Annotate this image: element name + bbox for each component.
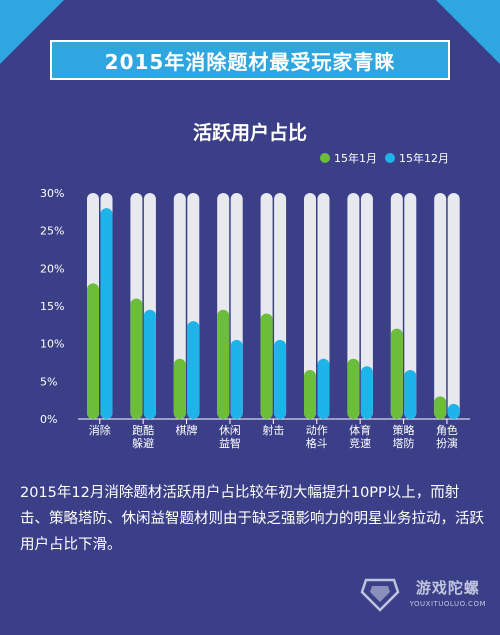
legend-label-series-2: 15年12月 xyxy=(399,152,449,165)
chart-title: 活跃用户占比 xyxy=(192,122,307,144)
bar xyxy=(317,358,330,419)
y-tick-label: 15% xyxy=(40,300,64,313)
bar xyxy=(217,309,230,419)
bar xyxy=(434,396,447,419)
bar xyxy=(304,370,316,419)
legend-item-series-1: 15年1月 xyxy=(320,150,377,166)
x-tick-label: 跑酷 xyxy=(132,423,154,437)
x-tick-label: 扮演 xyxy=(436,436,458,450)
gyroscope-logo-icon xyxy=(360,578,400,612)
y-tick-label: 0% xyxy=(40,413,57,426)
y-tick-label: 5% xyxy=(40,375,57,388)
bar xyxy=(274,339,287,419)
bar xyxy=(100,208,113,419)
bar xyxy=(404,370,417,419)
bar-track xyxy=(304,193,316,419)
x-tick-label: 动作 xyxy=(306,424,328,437)
x-tick-label: 塔防 xyxy=(393,436,415,450)
logo-text-cn: 游戏陀螺 xyxy=(415,578,480,597)
x-tick-label: 策略 xyxy=(393,423,415,437)
bar xyxy=(173,358,186,419)
legend-swatch-series-1 xyxy=(320,153,330,163)
bar xyxy=(347,358,360,419)
logo-text-en: YOUXITUOLUO.COM xyxy=(409,599,486,608)
bar xyxy=(390,328,403,419)
x-tick-label: 射击 xyxy=(262,423,284,437)
brand-logo: 游戏陀螺 YOUXITUOLUO.COM xyxy=(358,570,486,614)
bar xyxy=(447,403,460,419)
bar xyxy=(230,339,243,419)
y-tick-label: 25% xyxy=(40,225,64,238)
bar xyxy=(260,313,273,419)
x-tick-label: 棋牌 xyxy=(176,423,198,437)
y-tick-label: 30% xyxy=(40,187,64,200)
bar xyxy=(87,283,99,419)
x-tick-label: 角色 xyxy=(436,423,458,437)
x-tick-label: 格斗 xyxy=(306,436,328,450)
bar-track xyxy=(434,193,447,419)
description-text: 2015年12月消除题材活跃用户占比较年初大幅提升10PP以上，而射击、策略塔防… xyxy=(20,485,484,553)
y-tick-label: 10% xyxy=(40,338,64,351)
bar-track xyxy=(404,193,417,419)
x-tick-label: 休闲 xyxy=(219,423,241,437)
chart-legend: 15年1月 15年12月 xyxy=(320,150,449,166)
x-tick-label: 体育 xyxy=(349,423,371,437)
bar-track xyxy=(447,193,460,419)
bar-track xyxy=(360,193,373,419)
bar xyxy=(187,321,200,419)
legend-swatch-series-2 xyxy=(385,153,395,163)
page-title: 2015年消除题材最受玩家青睐 xyxy=(50,40,450,80)
bar xyxy=(360,366,373,419)
x-tick-label: 竞速 xyxy=(349,436,371,450)
bar xyxy=(130,298,143,419)
y-tick-label: 20% xyxy=(40,262,64,275)
legend-label-series-1: 15年1月 xyxy=(334,152,377,165)
x-tick-label: 躲避 xyxy=(132,436,154,450)
x-tick-label: 消除 xyxy=(89,423,111,437)
legend-item-series-2: 15年12月 xyxy=(385,150,449,166)
bar xyxy=(143,309,156,419)
x-tick-label: 益智 xyxy=(219,436,241,450)
